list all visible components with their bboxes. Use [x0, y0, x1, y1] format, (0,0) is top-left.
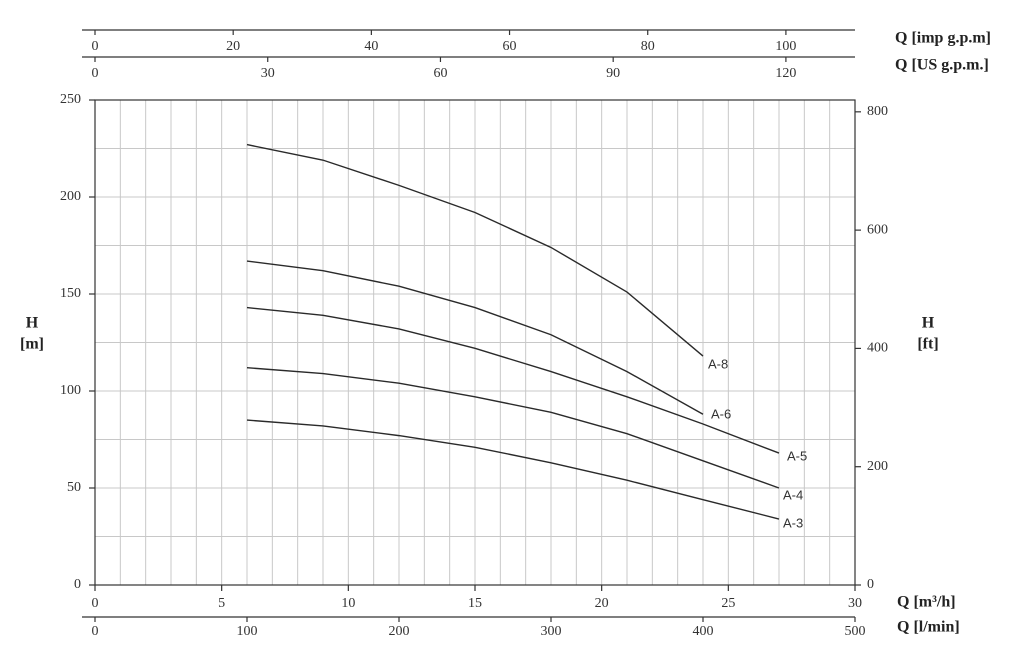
- top-tick-label: 60: [503, 39, 517, 54]
- y2-axis-title: H: [922, 315, 935, 332]
- curve-label: A-3: [783, 515, 803, 530]
- y2-tick-label: 0: [867, 577, 874, 592]
- bottom2-tick-label: 100: [237, 624, 258, 639]
- curve: [246, 306, 780, 454]
- top-axis-title: Q [US g.p.m.]: [895, 57, 989, 74]
- curve: [246, 260, 704, 415]
- top-tick-label: 40: [364, 39, 378, 54]
- y-tick-label: 250: [60, 92, 81, 107]
- top-tick-label: 60: [433, 66, 447, 81]
- curve: [246, 419, 780, 520]
- x-tick-label: 5: [218, 596, 225, 611]
- x-tick-label: 0: [92, 596, 99, 611]
- x-axis-title: Q [m³/h]: [897, 594, 956, 611]
- y2-axis-title: [ft]: [917, 336, 938, 353]
- top-axis-title: Q [imp g.p.m]: [895, 30, 991, 47]
- curve: [246, 143, 704, 357]
- top-tick-label: 90: [606, 66, 620, 81]
- bottom2-axis-title: Q [l/min]: [897, 619, 960, 636]
- y-tick-label: 200: [60, 189, 81, 204]
- y-tick-label: 50: [67, 480, 81, 495]
- bottom2-tick-label: 400: [693, 624, 714, 639]
- x-tick-label: 10: [341, 596, 355, 611]
- curve-label: A-8: [708, 357, 728, 372]
- y-axis-title: H: [26, 315, 39, 332]
- top-tick-label: 0: [92, 39, 99, 54]
- y2-tick-label: 600: [867, 222, 888, 237]
- bottom2-tick-label: 500: [845, 624, 866, 639]
- top-tick-label: 30: [261, 66, 275, 81]
- top-tick-label: 20: [226, 39, 240, 54]
- x-tick-label: 25: [721, 596, 735, 611]
- y-tick-label: 150: [60, 286, 81, 301]
- top-tick-label: 100: [775, 39, 796, 54]
- y-tick-label: 0: [74, 577, 81, 592]
- y-tick-label: 100: [60, 383, 81, 398]
- y2-tick-label: 200: [867, 459, 888, 474]
- x-tick-label: 30: [848, 596, 862, 611]
- y2-tick-label: 400: [867, 341, 888, 356]
- x-tick-label: 20: [595, 596, 609, 611]
- top-tick-label: 0: [92, 66, 99, 81]
- curve-label: A-5: [787, 449, 807, 464]
- curve-label: A-4: [783, 487, 803, 502]
- curve-label: A-6: [711, 407, 731, 422]
- y-axis-title: [m]: [20, 336, 44, 353]
- bottom2-tick-label: 200: [389, 624, 410, 639]
- bottom2-tick-label: 300: [541, 624, 562, 639]
- top-tick-label: 80: [641, 39, 655, 54]
- top-tick-label: 120: [775, 66, 796, 81]
- y2-tick-label: 800: [867, 104, 888, 119]
- curve: [246, 367, 780, 489]
- x-tick-label: 15: [468, 596, 482, 611]
- bottom2-tick-label: 0: [92, 624, 99, 639]
